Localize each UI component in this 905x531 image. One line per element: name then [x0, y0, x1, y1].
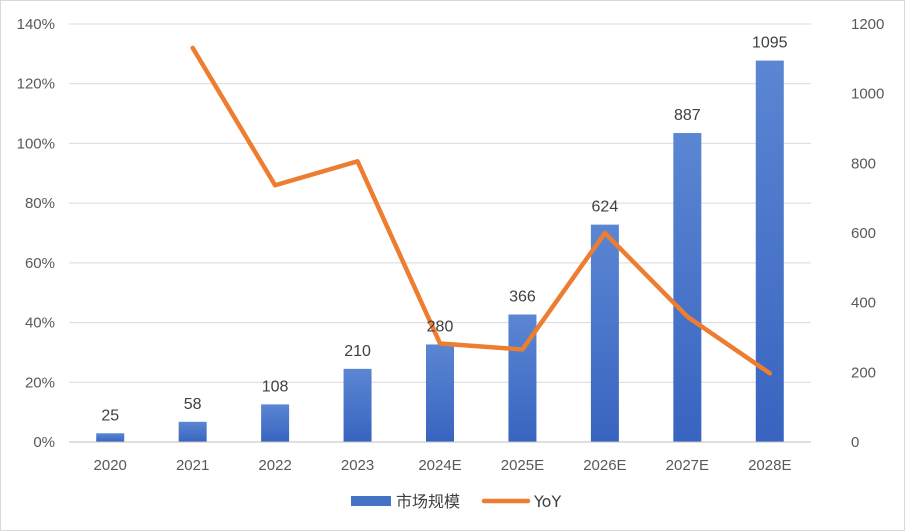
right-axis-tick-label: 200: [851, 364, 876, 381]
left-axis-tick-label: 120%: [17, 76, 55, 93]
bar: [343, 368, 372, 442]
bar: [96, 433, 125, 442]
x-axis-tick-label: 2023: [341, 457, 374, 474]
bar: [261, 404, 290, 442]
left-axis-tick-label: 0%: [33, 434, 55, 451]
right-axis-tick-label: 600: [851, 225, 876, 242]
bar: [673, 133, 702, 443]
x-axis-tick-label: 2025E: [501, 457, 544, 474]
axes: 0% 20% 40% 60% 80% 100% 120% 140% 0 200 400 600 800 1…: [17, 16, 885, 474]
right-axis-tick-label: 1000: [851, 86, 884, 103]
bar-data-label: 624: [592, 199, 619, 216]
x-axis-tick-label: 2024E: [418, 457, 461, 474]
bar: [178, 421, 207, 442]
legend: 市场规模 YoY: [351, 492, 561, 511]
x-axis-tick-label: 2022: [258, 457, 291, 474]
line-series: [190, 45, 773, 376]
right-axis-tick-label: 400: [851, 295, 876, 312]
x-axis-tick-label: 2026E: [583, 457, 626, 474]
data-labels: 25 58 108 210 280 366 624 887 1095: [101, 35, 787, 425]
bar-data-label: 1095: [752, 35, 788, 52]
legend-swatch-market-size: [351, 496, 391, 506]
bar-data-label: 25: [101, 407, 119, 424]
right-axis-tick-label: 1200: [851, 16, 884, 33]
bar: [426, 344, 454, 442]
bar: [755, 60, 784, 442]
yoy-line: [190, 45, 773, 376]
left-axis-tick-label: 80%: [25, 195, 55, 212]
left-axis-tick-label: 20%: [25, 374, 55, 391]
legend-label-market-size: 市场规模: [396, 492, 460, 511]
x-axis-tick-label: 2020: [94, 457, 127, 474]
legend-label-yoy: YoY: [533, 492, 561, 511]
bar-data-label: 366: [509, 289, 536, 306]
bar: [590, 224, 619, 442]
left-axis-tick-label: 100%: [17, 135, 55, 152]
bar-data-label: 108: [262, 378, 289, 395]
left-axis-tick-label: 140%: [17, 16, 55, 33]
x-axis-tick-label: 2027E: [666, 457, 709, 474]
x-axis-tick-label: 2028E: [748, 457, 791, 474]
right-axis-tick-label: 800: [851, 155, 876, 172]
bar-series: [96, 60, 784, 443]
bar-data-label: 280: [427, 318, 454, 335]
x-axis-tick-label: 2021: [176, 457, 209, 474]
left-axis-tick-label: 40%: [25, 315, 55, 332]
gridlines: [69, 23, 811, 443]
bar-data-label: 210: [344, 343, 371, 360]
bar-data-label: 887: [674, 107, 701, 124]
left-axis-tick-label: 60%: [25, 255, 55, 272]
bar-data-label: 58: [184, 396, 202, 413]
right-axis-tick-label: 0: [851, 434, 859, 451]
